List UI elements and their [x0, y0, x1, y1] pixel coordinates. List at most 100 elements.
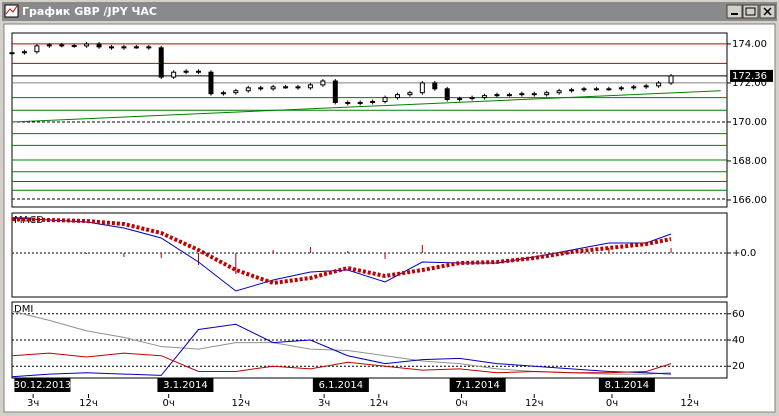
window-title: График GBP /JPY ЧАС	[22, 5, 157, 18]
candle-body	[357, 101, 363, 104]
panel-title: DMI	[14, 304, 33, 315]
candle-body	[394, 94, 400, 99]
candle-body	[34, 45, 40, 53]
candle-body	[345, 101, 351, 104]
candle-body	[544, 92, 550, 96]
maximize-button[interactable]	[742, 4, 759, 19]
candle-body	[332, 80, 338, 103]
candle-body	[59, 44, 65, 47]
candle-body	[382, 97, 388, 102]
candle-body	[593, 88, 599, 91]
candle-body	[146, 46, 152, 49]
y-tick-label: 40	[732, 335, 745, 346]
y-tick-label: 168.00	[732, 156, 767, 167]
candle-body	[108, 46, 114, 49]
x-tick-label: 0ч	[606, 398, 618, 409]
x-tick-label: 12ч	[370, 398, 389, 409]
x-tick-label: 0ч	[163, 398, 175, 409]
candle-body	[258, 87, 264, 90]
date-box	[312, 378, 369, 392]
candle-body	[482, 95, 488, 99]
date-box	[157, 378, 214, 392]
candle-body	[469, 97, 475, 100]
candle-body	[457, 98, 463, 101]
candle-body	[307, 84, 313, 89]
date-label: 6.1.2014	[319, 380, 364, 391]
candle-body	[9, 52, 15, 55]
x-tick-label: 12ч	[680, 398, 699, 409]
date-box	[598, 378, 655, 392]
candle-body	[121, 46, 127, 49]
title-bar	[2, 2, 777, 21]
panel	[11, 32, 728, 208]
x-tick-label: 3ч	[318, 398, 330, 409]
date-label: 8.1.2014	[605, 380, 650, 391]
candle-body	[183, 70, 189, 73]
candle-body	[208, 71, 214, 95]
y-tick-label: +0.0	[732, 248, 756, 259]
candle-body	[643, 85, 649, 88]
candle-body	[581, 88, 587, 91]
candle-body	[631, 86, 637, 89]
x-tick-label: 3ч	[27, 398, 39, 409]
date-label: 3.1.2014	[163, 380, 208, 391]
date-label: 30.12.2013	[14, 380, 71, 391]
candle-body	[419, 82, 425, 94]
close-button[interactable]	[759, 4, 776, 19]
candle-body	[656, 82, 662, 87]
candle-body	[519, 93, 525, 96]
candle-body	[370, 100, 376, 103]
candle-body	[556, 90, 562, 94]
candle-body	[283, 86, 289, 89]
candle-body	[158, 47, 164, 78]
candle-body	[270, 86, 276, 90]
candle-body	[444, 88, 450, 101]
x-tick-label: 12ч	[231, 398, 250, 409]
candle-body	[245, 87, 251, 92]
candle-body	[668, 75, 674, 84]
y-tick-label: 166.00	[732, 195, 767, 206]
candle-body	[84, 43, 90, 47]
last-price-box	[730, 69, 773, 82]
y-tick-label: 174.00	[732, 39, 767, 50]
y-tick-label: 20	[732, 361, 745, 372]
candle-body	[21, 51, 27, 54]
candle-body	[233, 90, 239, 94]
candle-body	[618, 87, 624, 90]
candle-body	[171, 71, 177, 78]
x-tick-label: 12ч	[79, 398, 98, 409]
candle-body	[569, 89, 575, 92]
candle-body	[320, 80, 326, 86]
candle-body	[220, 92, 226, 95]
y-tick-label: 60	[732, 309, 745, 320]
trendline	[11, 90, 721, 123]
minimize-button[interactable]	[726, 4, 743, 19]
date-box	[449, 378, 506, 392]
last-price-label: 172.36	[732, 71, 767, 82]
candle-body	[46, 44, 52, 47]
y-tick-label: 170.00	[732, 117, 767, 128]
candle-body	[494, 94, 500, 97]
series-line	[11, 323, 672, 378]
panel	[11, 212, 728, 298]
y-tick-label: 172.00	[732, 78, 767, 89]
candle-body	[196, 70, 202, 73]
candle-body	[295, 86, 301, 89]
date-label: 7.1.2014	[455, 380, 500, 391]
window-icon-line	[5, 5, 18, 15]
x-tick-label: 0ч	[455, 398, 467, 409]
candle-body	[506, 94, 512, 97]
series-line	[11, 217, 672, 286]
x-tick-label: 12ч	[525, 398, 544, 409]
candle-body	[96, 43, 102, 48]
series-line	[11, 352, 672, 374]
candle-body	[606, 88, 612, 91]
candle-body	[531, 93, 537, 96]
candle-body	[407, 92, 413, 96]
candle-body	[71, 44, 77, 47]
date-box	[14, 378, 71, 392]
candle-body	[133, 46, 139, 49]
candle-body	[432, 82, 438, 90]
